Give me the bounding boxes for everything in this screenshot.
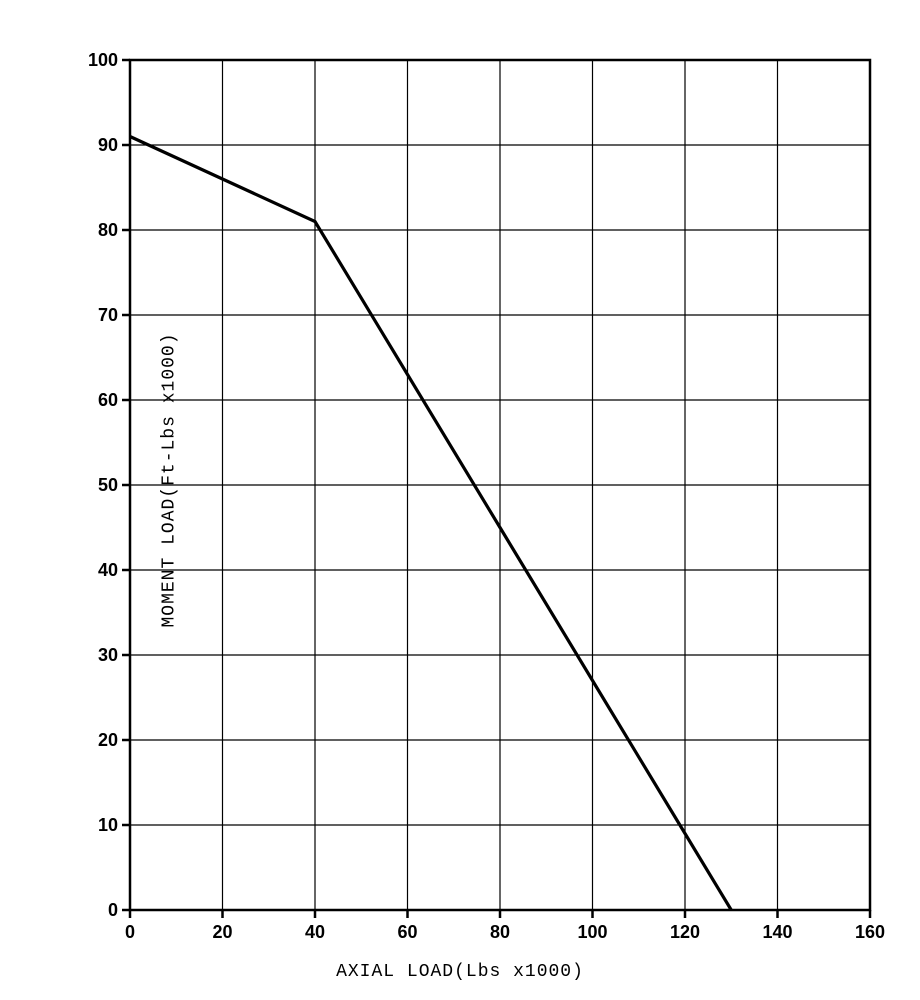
- x-tick-label: 40: [305, 922, 325, 942]
- y-tick-label: 60: [98, 390, 118, 410]
- x-tick-labels: 0 20 40 60 80 100 120 140 160: [125, 922, 885, 942]
- x-tick-label: 20: [212, 922, 232, 942]
- y-tick-label: 40: [98, 560, 118, 580]
- y-tick-label: 50: [98, 475, 118, 495]
- x-tick-label: 80: [490, 922, 510, 942]
- y-tick-label: 20: [98, 730, 118, 750]
- y-tick-label: 10: [98, 815, 118, 835]
- x-tick-label: 60: [397, 922, 417, 942]
- y-tick-label: 80: [98, 220, 118, 240]
- x-tick-label: 100: [577, 922, 607, 942]
- y-tick-label: 70: [98, 305, 118, 325]
- x-tick-label: 120: [670, 922, 700, 942]
- y-tick-label: 30: [98, 645, 118, 665]
- y-tick-label: 90: [98, 135, 118, 155]
- y-tick-label: 0: [108, 900, 118, 920]
- chart-svg: 0 20 40 60 80 100 120 140 160 0 10 20 30 40 50 60 70 80 9…: [0, 0, 920, 1000]
- chart-border: [122, 60, 870, 918]
- y-tick-labels: 0 10 20 30 40 50 60 70 80 90 100: [88, 50, 118, 920]
- y-tick-label: 100: [88, 50, 118, 70]
- x-tick-label: 0: [125, 922, 135, 942]
- data-line: [130, 137, 731, 911]
- chart-container: MOMENT LOAD(Ft-Lbs x1000) AXIAL LOAD(Lbs…: [0, 0, 920, 1000]
- x-tick-label: 140: [762, 922, 792, 942]
- x-tick-label: 160: [855, 922, 885, 942]
